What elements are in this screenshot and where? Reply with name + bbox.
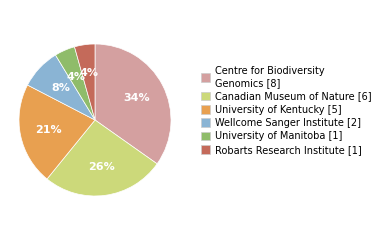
Text: 26%: 26% bbox=[88, 162, 115, 172]
Text: 4%: 4% bbox=[67, 72, 86, 82]
Wedge shape bbox=[19, 85, 95, 179]
Text: 21%: 21% bbox=[36, 125, 62, 135]
Text: 34%: 34% bbox=[124, 93, 150, 103]
Wedge shape bbox=[55, 47, 95, 120]
Text: 8%: 8% bbox=[51, 83, 70, 93]
Wedge shape bbox=[74, 44, 95, 120]
Wedge shape bbox=[47, 120, 157, 196]
Wedge shape bbox=[27, 55, 95, 120]
Wedge shape bbox=[95, 44, 171, 164]
Text: 4%: 4% bbox=[79, 68, 98, 78]
Legend: Centre for Biodiversity
Genomics [8], Canadian Museum of Nature [6], University : Centre for Biodiversity Genomics [8], Ca… bbox=[199, 64, 374, 157]
